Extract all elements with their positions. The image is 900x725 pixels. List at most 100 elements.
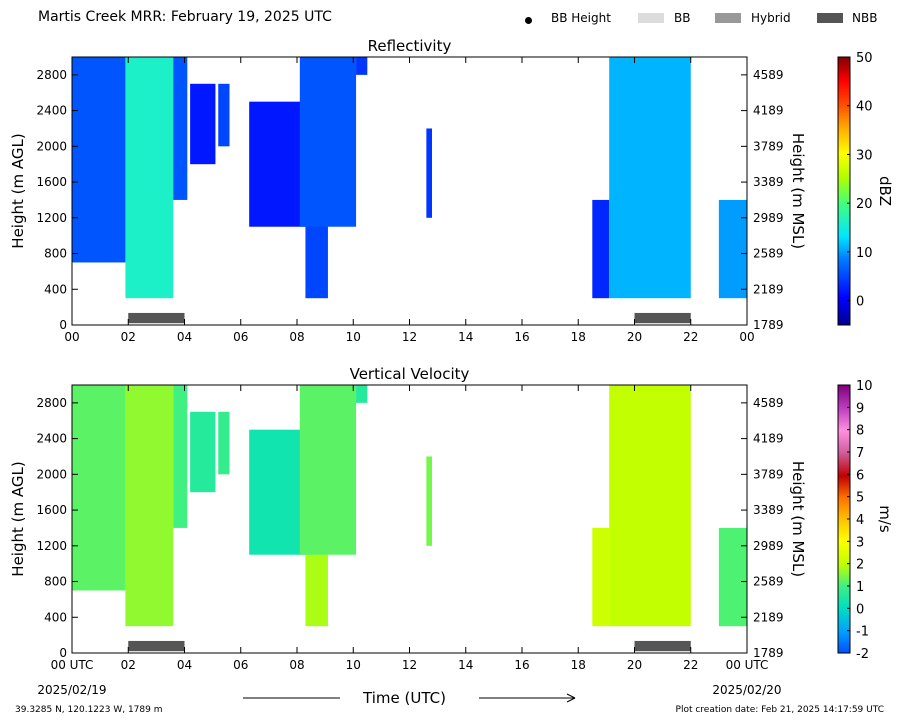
- velocity-x-tick-label: 00 UTC: [51, 658, 94, 672]
- bb-height-dot-icon: [525, 17, 532, 24]
- reflectivity-echo-region-4: [218, 83, 230, 147]
- velocity-echo-region-8: [356, 385, 368, 403]
- reflectivity-x-tick-label: 10: [346, 330, 361, 344]
- velocity-y2-tick-label: 3789: [753, 467, 784, 481]
- velocity-echo-region-1: [125, 385, 174, 627]
- reflectivity-x-tick-label: 18: [571, 330, 586, 344]
- reflectivity-colorbar-tick-label: 50: [856, 51, 873, 66]
- reflectivity-echo-region-11: [609, 57, 691, 299]
- reflectivity-y2-tick-label: 2589: [753, 247, 784, 261]
- velocity-echo-region-9: [426, 456, 432, 546]
- velocity-colorbar-tick-label: 5: [856, 491, 864, 506]
- velocity-y-tick-label: 2800: [36, 396, 67, 410]
- velocity-echo-region-5: [249, 429, 306, 555]
- velocity-echo-region-4: [218, 411, 230, 475]
- velocity-y-tick-label: 2400: [36, 432, 67, 446]
- velocity-echo-region-7: [299, 385, 357, 555]
- reflectivity-x-tick-label: 06: [233, 330, 248, 344]
- reflectivity-y-tick-label: 0: [59, 318, 67, 332]
- reflectivity-y2-tick-label: 1789: [753, 318, 784, 332]
- bb-swatch-icon: [638, 13, 664, 23]
- reflectivity-echo-region-3: [190, 83, 216, 165]
- velocity-x-tick-label: 14: [458, 658, 473, 672]
- velocity-colorbar-tick-label: 7: [856, 446, 864, 461]
- reflectivity-y2-tick-label: 2989: [753, 211, 784, 225]
- reflectivity-y2-tick-label: 3389: [753, 175, 784, 189]
- reflectivity-x-tick-label: 00: [739, 330, 754, 344]
- reflectivity-y-tick-label: 1200: [36, 211, 67, 225]
- velocity-x-tick-label: 18: [571, 658, 586, 672]
- reflectivity-nbb-segment-1: [634, 312, 691, 324]
- velocity-y2-tick-label: 4189: [753, 432, 784, 446]
- reflectivity-x-tick-label: 02: [121, 330, 136, 344]
- reflectivity-x-tick-label: 04: [177, 330, 192, 344]
- reflectivity-y-tick-label: 2400: [36, 104, 67, 118]
- reflectivity-y2-tick-label: 2189: [753, 282, 784, 296]
- velocity-x-tick-label: 08: [289, 658, 304, 672]
- reflectivity-nbb-segment-0: [128, 312, 185, 324]
- x-date-left: 2025/02/19: [37, 683, 106, 697]
- velocity-colorbar-tick-label: 6: [856, 468, 864, 483]
- reflectivity-echo-region-9: [426, 128, 432, 218]
- time-arrow-head-icon: [566, 693, 576, 703]
- reflectivity-echo-region-12: [718, 199, 747, 299]
- velocity-y-tick-label: 1200: [36, 539, 67, 553]
- velocity-echo-region-0: [72, 385, 126, 591]
- reflectivity-y-axis-label: Height (m AGL): [9, 133, 27, 248]
- velocity-echo-region-3: [190, 411, 216, 493]
- reflectivity-colorbar-tick-label: 10: [856, 246, 873, 261]
- velocity-x-tick-label: 00 UTC: [726, 658, 769, 672]
- velocity-colorbar-tick-label: 2: [856, 558, 864, 573]
- velocity-colorbar-tick-label: 0: [856, 602, 864, 617]
- reflectivity-y2-tick-label: 4589: [753, 68, 784, 82]
- velocity-echo-region-11: [609, 385, 691, 627]
- velocity-y2-tick-label: 2989: [753, 539, 784, 553]
- reflectivity-y2-tick-label: 3789: [753, 139, 784, 153]
- velocity-colorbar-tick-label: -2: [856, 647, 869, 662]
- reflectivity-y-tick-label: 800: [44, 247, 67, 261]
- legend-label: Hybrid: [751, 11, 791, 25]
- station-location: 39.3285 N, 120.1223 W, 1789 m: [15, 705, 163, 715]
- velocity-colorbar-tick-label: 1: [856, 580, 864, 595]
- velocity-y2-tick-label: 1789: [753, 646, 784, 660]
- velocity-colorbar-tick-label: 10: [856, 379, 873, 394]
- velocity-colorbar-tick-label: 8: [856, 424, 864, 439]
- x-date-right: 2025/02/20: [712, 683, 781, 697]
- reflectivity-y-tick-label: 400: [44, 282, 67, 296]
- reflectivity-echo-region-7: [299, 57, 357, 227]
- velocity-y-tick-label: 0: [59, 646, 67, 660]
- reflectivity-echo-region-1: [125, 57, 174, 299]
- velocity-echo-region-2: [173, 385, 188, 528]
- velocity-y-tick-label: 2000: [36, 467, 67, 481]
- velocity-colorbar-tick-label: 4: [856, 513, 864, 528]
- velocity-colorbar-tick-label: 9: [856, 401, 864, 416]
- velocity-colorbar-label: m/s: [876, 505, 894, 533]
- velocity-y-tick-label: 800: [44, 575, 67, 589]
- velocity-y2-axis-label: Height (m MSL): [789, 461, 807, 577]
- velocity-y2-tick-label: 3389: [753, 503, 784, 517]
- velocity-colorbar-tick-label: -1: [856, 625, 869, 640]
- velocity-colorbar-tick-label: 3: [856, 535, 864, 550]
- reflectivity-colorbar-tick-label: 30: [856, 148, 873, 163]
- velocity-x-tick-label: 06: [233, 658, 248, 672]
- reflectivity-x-tick-label: 00: [64, 330, 79, 344]
- legend-label: BB Height: [551, 11, 611, 25]
- velocity-x-tick-label: 16: [514, 658, 529, 672]
- reflectivity-x-tick-label: 12: [402, 330, 417, 344]
- reflectivity-echo-region-10: [592, 199, 610, 299]
- velocity-nbb-segment-1: [634, 640, 691, 652]
- nbb-swatch-icon: [817, 13, 843, 23]
- velocity-x-tick-label: 04: [177, 658, 192, 672]
- velocity-x-tick-label: 20: [627, 658, 642, 672]
- figure-title: Martis Creek MRR: February 19, 2025 UTC: [38, 9, 332, 25]
- hybrid-swatch-icon: [715, 13, 741, 23]
- velocity-x-tick-label: 12: [402, 658, 417, 672]
- plot-creation-date: Plot creation date: Feb 21, 2025 14:17:5…: [675, 705, 884, 715]
- x-axis-label: Time (UTC): [362, 689, 446, 707]
- reflectivity-x-tick-label: 22: [683, 330, 698, 344]
- reflectivity-y2-tick-label: 4189: [753, 104, 784, 118]
- velocity-y-axis-label: Height (m AGL): [9, 461, 27, 576]
- reflectivity-colorbar-label: dBZ: [876, 176, 894, 206]
- velocity-y2-tick-label: 4589: [753, 396, 784, 410]
- reflectivity-echo-region-0: [72, 57, 126, 263]
